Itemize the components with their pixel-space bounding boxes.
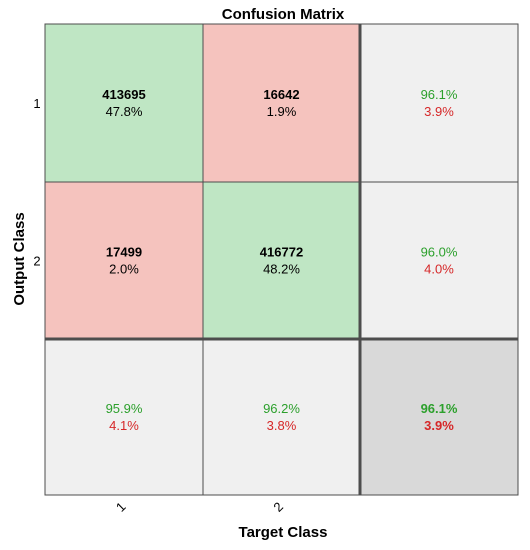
matrix-cell-2-1-count: 17499 bbox=[106, 245, 142, 260]
row-summary-cell-2-error-rate: 4.0% bbox=[424, 262, 454, 277]
row-summary-cell-2-background bbox=[360, 182, 518, 339]
matrix-cell-1-2-percent: 1.9% bbox=[267, 104, 297, 119]
row-summary-cell-2-correct-rate: 96.0% bbox=[421, 245, 458, 260]
matrix-cell-1-2: 16642 1.9% bbox=[203, 24, 360, 182]
matrix-cell-1-1-percent: 47.8% bbox=[106, 104, 143, 119]
column-summary-cell-2-error-rate: 3.8% bbox=[267, 418, 297, 433]
x-axis-label: Target Class bbox=[239, 524, 328, 541]
matrix-cell-1-2-count: 16642 bbox=[263, 87, 299, 102]
matrix-cell-2-2-count: 416772 bbox=[260, 245, 303, 260]
column-summary-cell-1-error-rate: 4.1% bbox=[109, 418, 139, 433]
column-summary-cell-1-background bbox=[45, 339, 203, 495]
column-summary-cell-2-correct-rate: 96.2% bbox=[263, 401, 300, 416]
row-summary-cell-1: 96.1% 3.9% bbox=[360, 24, 518, 182]
row-summary-cell-1-error-rate: 3.9% bbox=[424, 104, 454, 119]
column-summary-cell-1: 95.9% 4.1% bbox=[45, 339, 203, 495]
matrix-cell-2-2-percent: 48.2% bbox=[263, 262, 300, 277]
column-summary-cell-2: 96.2% 3.8% bbox=[203, 339, 360, 495]
chart-title: Confusion Matrix bbox=[222, 6, 345, 23]
row-summary-cell-1-background bbox=[360, 24, 518, 182]
matrix-cell-1-1-count: 413695 bbox=[102, 87, 145, 102]
row-summary-cell-1-correct-rate: 96.1% bbox=[421, 87, 458, 102]
column-summary-cell-1-correct-rate: 95.9% bbox=[106, 401, 143, 416]
matrix-cell-2-1: 17499 2.0% bbox=[45, 182, 203, 339]
matrix-cell-2-2: 416772 48.2% bbox=[203, 182, 360, 339]
y-tick-label-1: 1 bbox=[33, 96, 40, 111]
overall-accuracy-cell: 96.1% 3.9% bbox=[360, 339, 518, 495]
x-tick-label-1: 1 bbox=[113, 499, 129, 515]
y-tick-label-2: 2 bbox=[33, 254, 40, 269]
matrix-cell-2-1-percent: 2.0% bbox=[109, 262, 139, 277]
matrix-cell-2-1-background bbox=[45, 182, 203, 339]
matrix-cell-1-2-background bbox=[203, 24, 360, 182]
matrix-cell-1-1-background bbox=[45, 24, 203, 182]
grid-layer bbox=[44, 23, 519, 496]
overall-accuracy-cell-error-rate: 3.9% bbox=[424, 418, 454, 433]
cells-layer: 413695 47.8% 16642 1.9% 17499 2.0% 416772 48.2%… bbox=[45, 24, 518, 495]
overall-accuracy-cell-background bbox=[360, 339, 518, 495]
column-summary-cell-2-background bbox=[203, 339, 360, 495]
y-axis-label: Output Class bbox=[11, 212, 28, 305]
matrix-cell-2-2-background bbox=[203, 182, 360, 339]
x-tick-label-2: 2 bbox=[270, 499, 286, 515]
matrix-cell-1-1: 413695 47.8% bbox=[45, 24, 203, 182]
overall-accuracy-cell-correct-rate: 96.1% bbox=[421, 401, 458, 416]
row-summary-cell-2: 96.0% 4.0% bbox=[360, 182, 518, 339]
matrix-border bbox=[44, 23, 519, 496]
